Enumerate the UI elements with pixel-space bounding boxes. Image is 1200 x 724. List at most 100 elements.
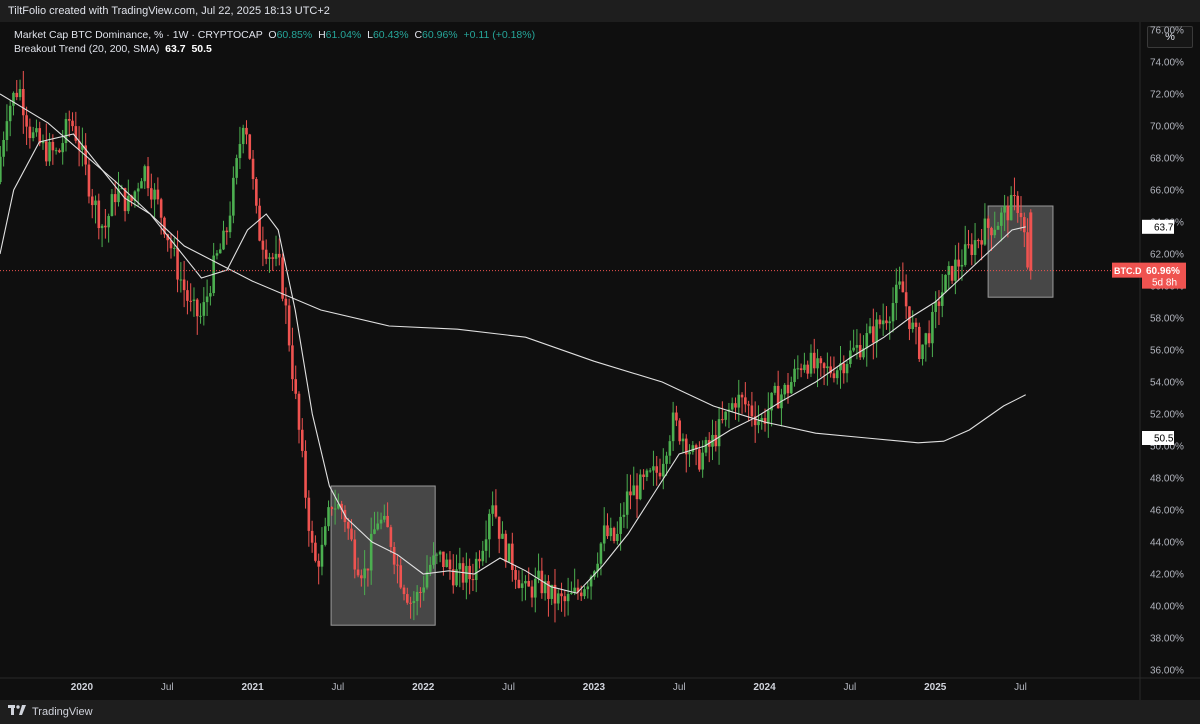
candle-body	[704, 440, 708, 453]
candle-body	[563, 596, 567, 602]
ma-fast-line[interactable]	[0, 133, 1026, 594]
ma-slow-line[interactable]	[0, 93, 1026, 444]
candle-body	[701, 452, 704, 470]
candle-body	[980, 240, 983, 245]
candle-body	[199, 315, 202, 317]
candle-body	[353, 539, 357, 570]
candle-body	[803, 364, 806, 371]
candle-body	[1006, 205, 1010, 221]
candle-body	[235, 158, 238, 178]
candle-body	[435, 554, 439, 556]
candle-body	[691, 445, 695, 452]
indicator-name[interactable]: Breakout Trend (20, 200, SMA)	[14, 43, 160, 55]
candle-body	[64, 119, 68, 144]
candle-body	[186, 290, 189, 301]
candle-body	[970, 244, 974, 255]
candle-body	[977, 240, 980, 242]
candle-body	[31, 132, 35, 139]
candle-body	[172, 247, 176, 249]
candle-body	[963, 244, 967, 265]
candle-body	[865, 333, 869, 349]
candle-body	[1009, 195, 1013, 221]
candle-body	[189, 300, 192, 302]
x-tick-label: 2024	[753, 682, 776, 693]
candle-body	[694, 445, 698, 450]
candle-body	[422, 587, 426, 593]
candle-body	[268, 257, 271, 259]
y-tick-label: 74.00%	[1150, 58, 1184, 69]
y-tick-label: 50.00%	[1150, 442, 1184, 453]
candle-body	[1029, 212, 1033, 271]
candle-body	[67, 119, 71, 121]
candle-body	[474, 558, 478, 580]
candle-body	[586, 586, 590, 590]
candle-body	[648, 470, 652, 472]
candle-body	[100, 225, 104, 229]
x-tick-label: Jul	[332, 682, 345, 693]
candles-group	[0, 70, 1033, 623]
symbol-name[interactable]: Market Cap BTC Dominance, % · 1W · CRYPT…	[14, 29, 263, 41]
candle-body	[202, 302, 206, 316]
candle-body	[773, 385, 777, 393]
candle-body	[750, 405, 754, 417]
candle-body	[153, 189, 156, 200]
open-value: 60.85%	[276, 29, 313, 41]
candle-body	[61, 143, 64, 153]
candle-body	[589, 576, 593, 587]
candle-body	[602, 525, 606, 544]
low-value: 60.43%	[372, 29, 409, 41]
candle-body	[209, 293, 212, 297]
candle-body	[786, 384, 790, 394]
candle-body	[783, 384, 787, 395]
breakout-range-box[interactable]	[330, 485, 436, 626]
indicator-value-1: 63.7	[165, 43, 186, 55]
candle-body	[127, 195, 130, 212]
candle-body	[881, 320, 885, 325]
candle-body	[635, 485, 639, 500]
candle-body	[48, 141, 51, 162]
tradingview-logo-icon	[8, 700, 26, 724]
price-badge	[1142, 262, 1186, 289]
candle-body	[222, 230, 225, 250]
candle-body	[166, 234, 170, 241]
candle-body	[553, 584, 557, 604]
indicator-badge	[1142, 219, 1174, 234]
candle-body	[264, 249, 268, 259]
candle-body	[327, 507, 330, 527]
candle-body	[990, 227, 993, 236]
candle-body	[399, 565, 403, 588]
percent-scale-button[interactable]: %	[1147, 26, 1193, 48]
candle-body	[28, 126, 32, 139]
candle-body	[842, 363, 846, 374]
candle-body	[396, 564, 399, 566]
candle-body	[940, 292, 944, 306]
candle-body	[566, 593, 570, 602]
candle-body	[182, 279, 186, 291]
candle-body	[255, 179, 258, 206]
candle-body	[507, 543, 511, 563]
candle-body	[317, 560, 320, 567]
x-tick-label: Jul	[502, 682, 515, 693]
candle-body	[671, 412, 675, 442]
candle-body	[934, 301, 937, 312]
candle-body	[924, 333, 928, 345]
candle-body	[392, 546, 396, 565]
candle-body	[983, 218, 987, 245]
candle-body	[140, 181, 143, 189]
candle-body	[622, 514, 626, 517]
high-label: H	[318, 29, 326, 41]
candle-body	[261, 240, 265, 250]
candle-body	[560, 593, 563, 597]
candle-body	[478, 558, 481, 562]
price-chart[interactable]: 36.00% 38.00% 40.00% 42.00% 44.00% 46.00% 48.0…	[0, 22, 1200, 700]
candle-body	[570, 592, 573, 594]
open-label: O	[268, 29, 277, 41]
candle-body	[527, 580, 531, 587]
candle-body	[524, 580, 527, 584]
candle-body	[616, 533, 619, 541]
candle-body	[681, 438, 685, 442]
indicator-value-2: 50.5	[191, 43, 212, 55]
candle-body	[238, 144, 242, 159]
candle-body	[954, 259, 957, 281]
attribution-bar: TiltFolio created with TradingView.com, …	[0, 0, 1200, 22]
